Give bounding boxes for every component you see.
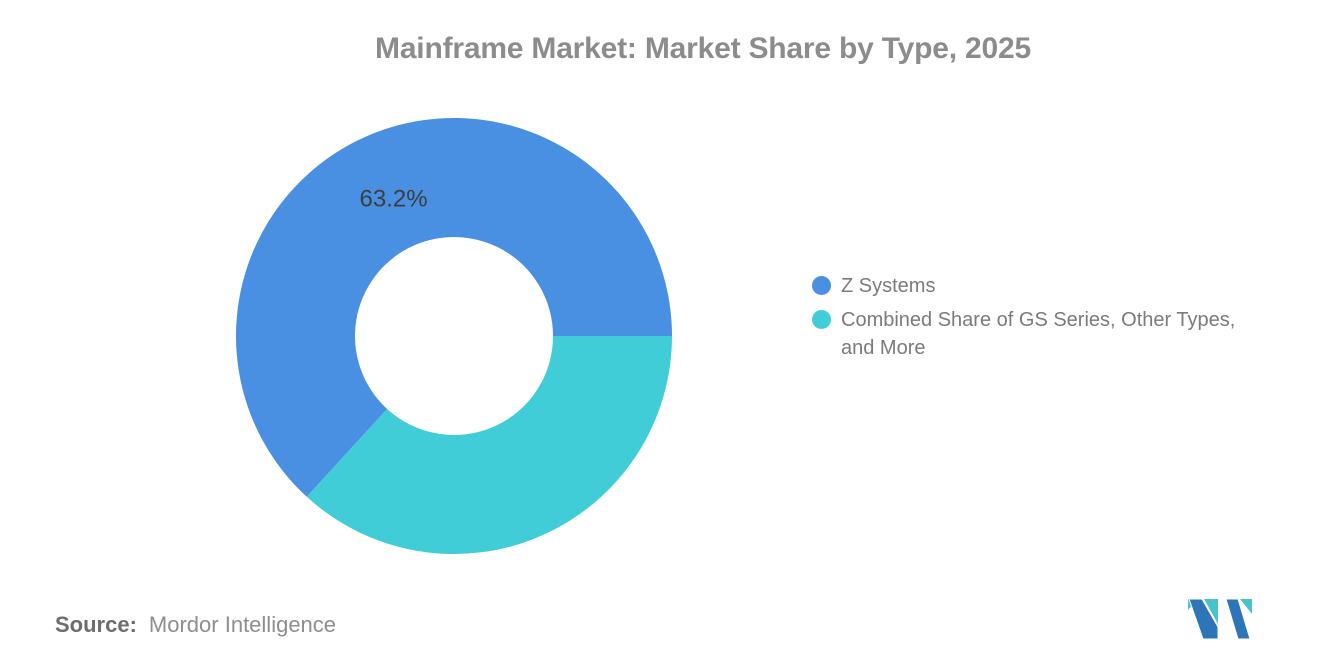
legend-item-combined-share[interactable]: Combined Share of GS Series, Other Types…	[812, 306, 1273, 362]
source-label: Source:	[55, 612, 137, 637]
logo-shape-teal-3	[1240, 599, 1252, 614]
source-value: Mordor Intelligence	[148, 612, 337, 637]
logo-shape-blue-2	[1225, 599, 1251, 639]
legend-label-combined-share: Combined Share of GS Series, Other Types…	[841, 309, 1236, 359]
pie-slice-1[interactable]	[306, 336, 672, 554]
slice-data-label-0: 63.2%	[360, 186, 428, 213]
pie-slice-0[interactable]	[236, 117, 672, 497]
chart-title: Mainframe Market: Market Share by Type, …	[375, 32, 1031, 65]
legend-label-z-systems: Z Systems	[841, 275, 936, 297]
donut-chart: 63.2%	[236, 117, 672, 554]
mordor-intelligence-logo	[1188, 599, 1252, 639]
legend-marker-combined-share	[812, 310, 831, 329]
source-attribution: Source: Mordor Intelligence	[55, 612, 336, 638]
legend: Z Systems Combined Share of GS Series, O…	[812, 272, 1273, 362]
logo-shape-teal-2	[1204, 599, 1218, 624]
legend-marker-z-systems	[812, 276, 831, 295]
legend-item-z-systems[interactable]: Z Systems	[812, 272, 1273, 300]
logo-shape-blue-1	[1188, 599, 1219, 639]
